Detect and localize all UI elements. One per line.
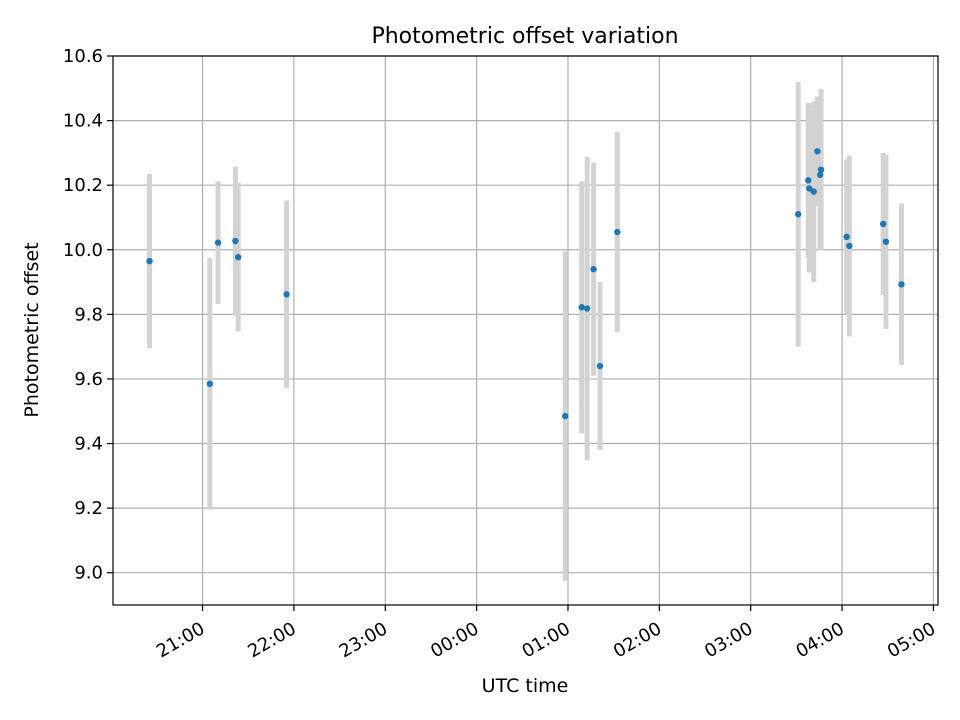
y-tick-label: 9.0 <box>74 563 103 584</box>
plot-frame <box>112 55 939 606</box>
data-point <box>879 220 887 228</box>
data-point <box>614 228 621 236</box>
data-point <box>805 177 812 184</box>
data-point <box>234 253 242 261</box>
chart-title: Photometric offset variation <box>371 24 678 49</box>
data-point <box>898 281 905 288</box>
data-point <box>882 238 890 245</box>
y-tick-label: 10.0 <box>63 240 103 261</box>
data-point <box>578 304 585 311</box>
data-point <box>846 242 853 250</box>
y-tick-label: 10.2 <box>63 175 103 196</box>
data-point <box>146 257 153 265</box>
data-point <box>814 148 821 155</box>
data-point <box>283 291 290 298</box>
data-point <box>596 362 604 370</box>
data-point <box>206 380 214 387</box>
data-point <box>583 305 591 312</box>
y-axis-ticks: 9.0 9.2 9.4 9.6 9.8 10.0 10.2 10.4 10.6 <box>63 46 113 584</box>
data-point <box>843 233 850 241</box>
data-point <box>810 188 817 195</box>
data-markers <box>146 148 905 420</box>
data-point <box>816 171 824 179</box>
data-point <box>795 211 802 218</box>
y-tick-label: 9.8 <box>74 304 103 325</box>
x-axis-label: UTC time <box>482 675 569 697</box>
y-tick-label: 9.4 <box>74 434 103 455</box>
y-axis-label: Photometric offset <box>21 242 43 417</box>
data-point <box>232 237 239 245</box>
y-tick-label: 10.6 <box>63 46 103 67</box>
data-point <box>805 185 813 192</box>
data-point <box>590 265 597 273</box>
data-point <box>214 239 222 246</box>
y-tick-label: 9.6 <box>74 369 103 390</box>
data-point <box>817 166 825 173</box>
data-point <box>562 412 569 420</box>
y-tick-label: 9.2 <box>74 498 103 519</box>
y-tick-label: 10.4 <box>63 111 103 132</box>
